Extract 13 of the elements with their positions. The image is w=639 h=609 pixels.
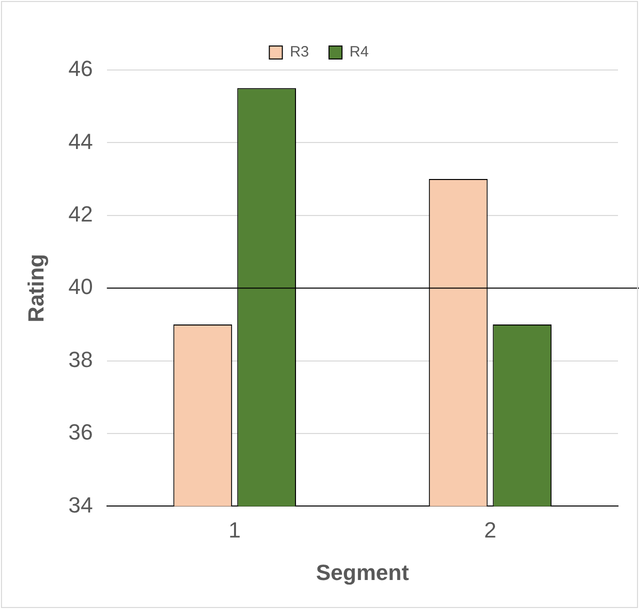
legend-label: R3 (290, 44, 310, 61)
x-tick-label: 1 (228, 517, 241, 542)
x-tick-label: 2 (484, 517, 496, 542)
legend-label: R4 (350, 44, 369, 61)
y-tick-label: 36 (68, 420, 93, 445)
y-tick-label: 44 (68, 128, 93, 154)
y-tick-label: 46 (68, 56, 93, 82)
y-tick-label: 38 (68, 346, 93, 372)
y-tick-label: 42 (68, 201, 93, 226)
y-tick-label: 40 (68, 274, 93, 300)
y-axis-title: Rating (23, 254, 48, 322)
x-axis-title: Segment (316, 560, 410, 585)
y-tick-label: 34 (68, 492, 93, 518)
